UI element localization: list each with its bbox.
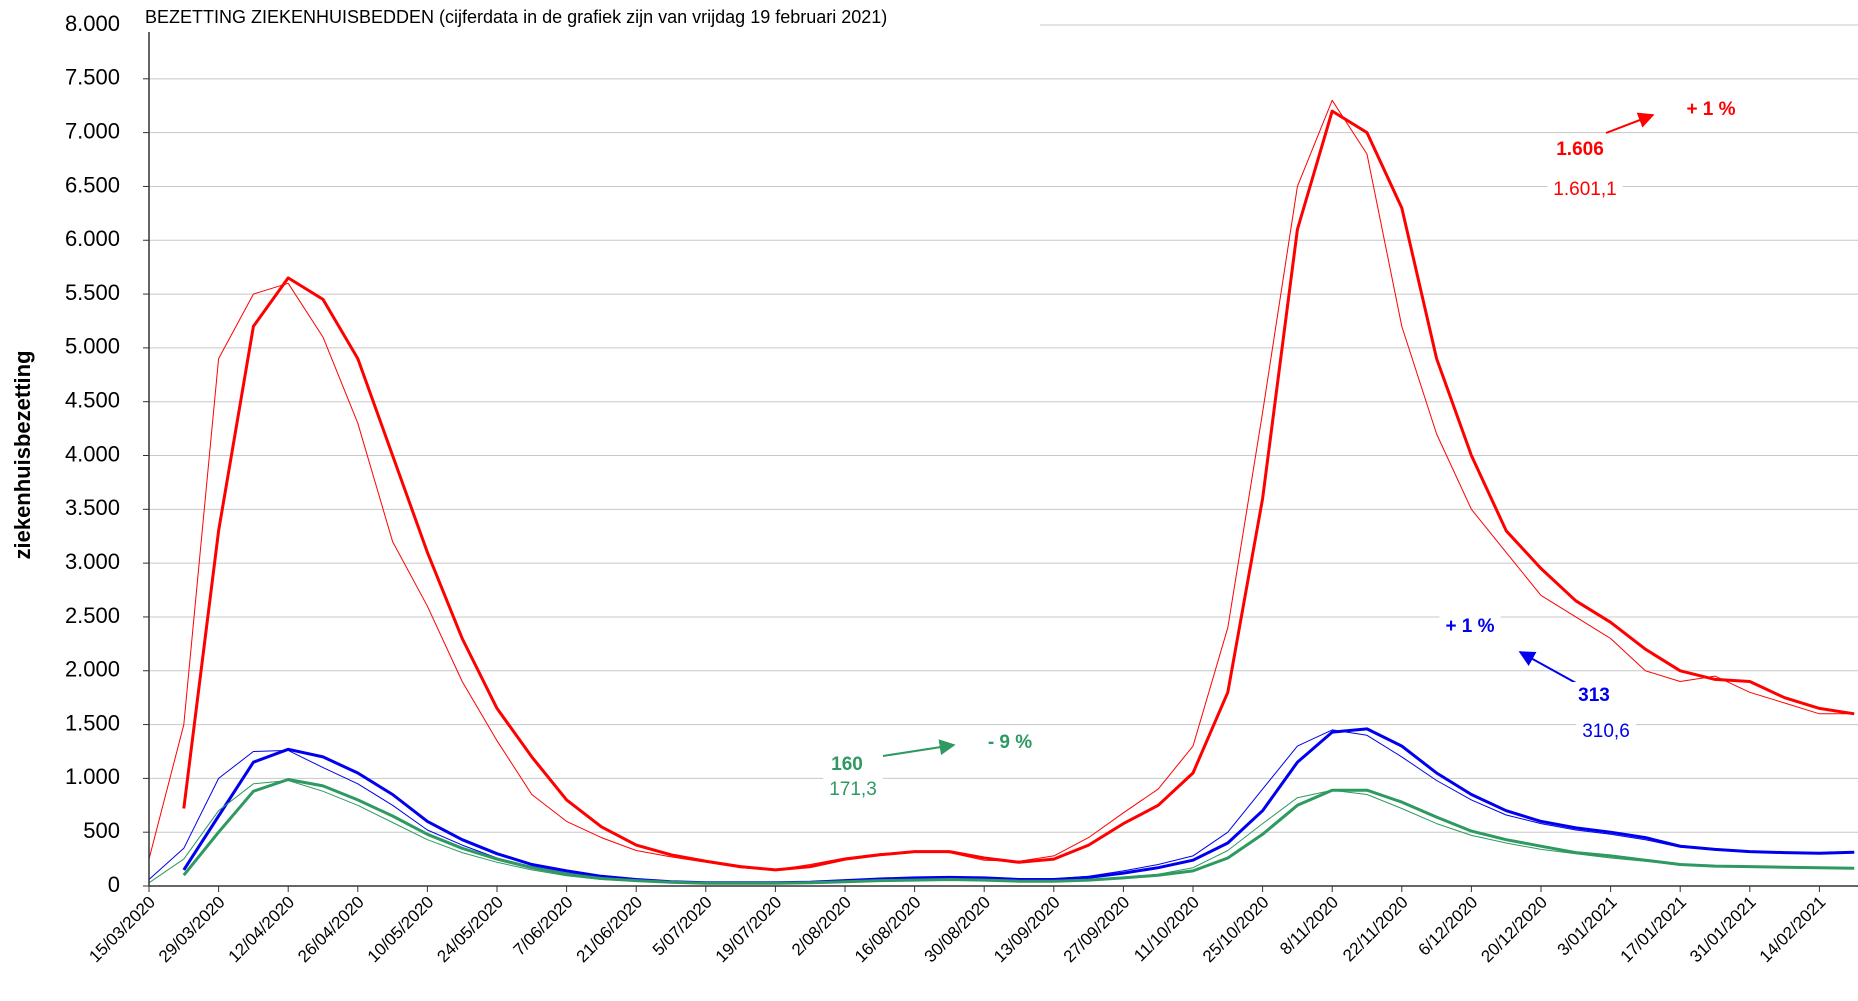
y-tick-label: 6.500 [65, 172, 120, 197]
annotation-bg [1572, 682, 1616, 710]
arrow [1605, 112, 1655, 134]
y-tick-label: 6.000 [65, 226, 120, 251]
lines [148, 99, 1855, 885]
y-tick-label: 3.000 [65, 549, 120, 574]
x-tick-label: 29/03/2020 [155, 893, 229, 967]
annotation-bg [981, 729, 1039, 757]
annotation-bg [825, 751, 869, 779]
x-tick-label: 7/06/2020 [510, 893, 577, 960]
x-tick-label: 21/06/2020 [573, 893, 647, 967]
x-tick-label: 22/11/2020 [1339, 893, 1412, 966]
x-tick-label: 5/07/2020 [649, 893, 716, 960]
y-tick-label: 2.500 [65, 603, 120, 628]
x-tick-label: 26/04/2020 [294, 893, 368, 967]
y-tick-label: 7.000 [65, 118, 120, 143]
annotation: 313 [1578, 685, 1610, 706]
x-tick-label: 10/05/2020 [364, 893, 438, 967]
annotation: + 1 % [1445, 616, 1494, 637]
y-tick-label: 8.000 [65, 11, 120, 36]
x-tick-label: 17/01/2021 [1617, 893, 1691, 967]
y-tick-label: 500 [83, 818, 120, 843]
y-axis-title: ziekenhuisbezetting [10, 350, 35, 559]
x-tick-label: 2/08/2020 [788, 893, 855, 960]
annotation: 310,6 [1582, 721, 1630, 742]
annotation-bg [823, 776, 883, 804]
x-tick-label: 19/07/2020 [712, 893, 786, 967]
y-tick-label: 3.500 [65, 495, 120, 520]
chart-title: BEZETTING ZIEKENHUISBEDDEN (cijferdata i… [145, 7, 887, 27]
annotation-bg [1547, 176, 1623, 204]
x-tick-label: 16/08/2020 [851, 893, 925, 967]
y-tick-label: 4.500 [65, 388, 120, 413]
x-tick-label: 14/02/2021 [1756, 893, 1830, 967]
x-tick-label: 13/09/2020 [990, 893, 1064, 967]
x-tick-label: 3/01/2021 [1554, 893, 1621, 960]
series-line [182, 109, 1855, 872]
series-line [182, 778, 1855, 885]
annotation: 1.606 [1556, 139, 1604, 160]
y-tick-label: 0 [108, 872, 120, 897]
y-tick-label: 2.000 [65, 657, 120, 682]
arrow [882, 739, 956, 757]
y-tick-label: 4.000 [65, 441, 120, 466]
x-tick-label: 25/10/2020 [1199, 893, 1273, 967]
y-tick-label: 7.500 [65, 65, 120, 90]
annotation: 160 [831, 754, 863, 775]
x-tick-label: 20/12/2020 [1477, 893, 1551, 967]
arrow [1518, 651, 1577, 684]
annotation-bg [1550, 136, 1610, 164]
x-tick-label: 12/04/2020 [225, 893, 299, 967]
series-line [182, 727, 1855, 885]
annotations: 1.606 1.601,1 + 1 % 313 310,6 + 1 % 160 171,3 - … [823, 96, 1742, 804]
annotation-bg [1439, 613, 1501, 641]
annotation: 171,3 [829, 779, 877, 800]
annotation: - 9 % [988, 732, 1032, 753]
annotation: + 1 % [1686, 99, 1735, 120]
x-tick-label: 31/01/2021 [1686, 893, 1760, 967]
x-tick-label: 15/03/2020 [85, 893, 159, 967]
title-bg [140, 6, 1040, 32]
y-tick-label: 1.000 [65, 764, 120, 789]
annotation-bg [1680, 96, 1742, 124]
x-tick-label: 24/05/2020 [433, 893, 507, 967]
grid [143, 24, 1858, 892]
y-tick-label: 5.000 [65, 334, 120, 359]
x-tick-label: 30/08/2020 [921, 893, 995, 967]
annotation: 1.601,1 [1553, 179, 1616, 200]
x-tick-label: 27/09/2020 [1060, 893, 1134, 967]
x-tick-label: 11/10/2020 [1130, 893, 1203, 966]
y-tick-label: 5.500 [65, 280, 120, 305]
annotation-bg [1576, 718, 1636, 746]
x-tick-label: 6/12/2020 [1414, 893, 1481, 960]
x-tick-label: 8/11/2020 [1276, 893, 1342, 959]
y-tick-label: 1.500 [65, 710, 120, 735]
